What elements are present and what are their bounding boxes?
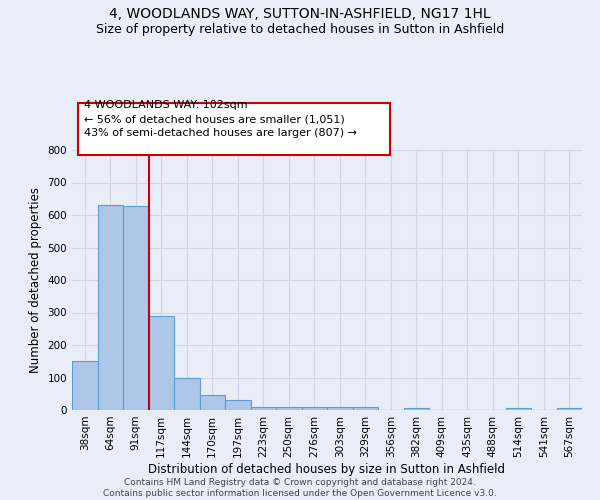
Bar <box>225 400 251 410</box>
Bar <box>557 408 582 410</box>
Bar <box>404 408 429 410</box>
Bar <box>276 407 302 410</box>
X-axis label: Distribution of detached houses by size in Sutton in Ashfield: Distribution of detached houses by size … <box>149 462 505 475</box>
Text: 4 WOODLANDS WAY: 102sqm
← 56% of detached houses are smaller (1,051)
43% of semi: 4 WOODLANDS WAY: 102sqm ← 56% of detache… <box>84 100 357 138</box>
Text: 4, WOODLANDS WAY, SUTTON-IN-ASHFIELD, NG17 1HL: 4, WOODLANDS WAY, SUTTON-IN-ASHFIELD, NG… <box>109 8 491 22</box>
Bar <box>149 316 174 410</box>
Bar <box>327 408 353 410</box>
Text: Contains HM Land Registry data © Crown copyright and database right 2024.
Contai: Contains HM Land Registry data © Crown c… <box>103 478 497 498</box>
Bar <box>174 378 199 410</box>
Bar <box>505 408 531 410</box>
Bar <box>123 206 149 410</box>
Y-axis label: Number of detached properties: Number of detached properties <box>29 187 42 373</box>
Bar <box>353 408 378 410</box>
Bar <box>97 204 123 410</box>
Bar <box>251 407 276 410</box>
Bar <box>199 396 225 410</box>
Bar <box>302 407 327 410</box>
Text: Size of property relative to detached houses in Sutton in Ashfield: Size of property relative to detached ho… <box>96 22 504 36</box>
Bar <box>72 361 97 410</box>
